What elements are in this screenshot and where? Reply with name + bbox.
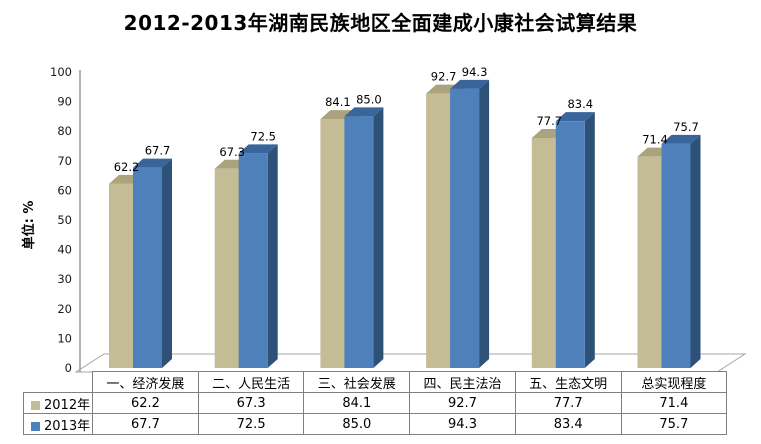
bar-side-2013年 — [267, 144, 278, 368]
y-tick-label: 100 — [50, 65, 72, 79]
legend-swatch — [31, 400, 40, 410]
y-tick-label: 90 — [57, 95, 72, 109]
bar-top-2013年 — [555, 112, 595, 122]
y-tick-label: 20 — [57, 302, 72, 316]
value-cell: 77.7 — [514, 392, 622, 414]
bar-2013年 — [133, 167, 162, 368]
bar-side-2013年 — [373, 107, 384, 369]
bar-value-label: 92.7 — [431, 70, 457, 84]
legend-label: 2013年 — [44, 418, 91, 434]
category-header-cell: 一、经济发展 — [92, 371, 199, 393]
value-cell: 92.7 — [409, 392, 516, 414]
value-cell: 84.1 — [303, 392, 411, 414]
legend-swatch — [31, 421, 40, 431]
y-tick-label: 30 — [57, 272, 72, 286]
bar-top-2013年 — [133, 158, 172, 168]
bar-2013年 — [661, 143, 691, 368]
bar-top-2013年 — [450, 79, 490, 89]
category-header-row: 一、经济发展 二、人民生活 三、社会发展 四、民主法治 五、生态文明 总实现程度 — [24, 371, 728, 393]
bar-value-label: 77.7 — [536, 114, 562, 128]
category-header-cell: 总实现程度 — [620, 371, 728, 393]
bar-value-label: 94.3 — [462, 65, 488, 79]
series-row-2012年: 2012年 62.2 67.3 84.1 92.7 77.7 71.4 — [22, 392, 728, 414]
legend-label: 2012年 — [44, 397, 91, 413]
category-header-cell: 三、社会发展 — [303, 371, 411, 393]
data-table: 一、经济发展 二、人民生活 三、社会发展 四、民主法治 五、生态文明 总实现程度 2012年… — [22, 371, 728, 435]
series-row-2013年: 2013年 67.7 72.5 85.0 94.3 83.4 75.7 — [22, 413, 728, 435]
bar-value-label: 67.7 — [145, 144, 171, 158]
bar-side-2013年 — [690, 134, 701, 368]
bar-value-label: 67.3 — [219, 145, 245, 159]
value-cell: 62.2 — [92, 392, 199, 414]
bar-side-2013年 — [162, 158, 172, 368]
bar-2013年 — [555, 121, 585, 368]
value-cell: 71.4 — [620, 392, 728, 414]
bar-2013年 — [344, 116, 374, 369]
legend-key-2013年: 2013年 — [22, 413, 94, 435]
y-tick-label: 60 — [57, 183, 72, 197]
value-cell: 85.0 — [303, 413, 411, 435]
y-tick-label: 40 — [57, 243, 72, 257]
bar-value-label: 62.2 — [114, 160, 140, 174]
value-cell: 67.7 — [92, 413, 199, 435]
bar-value-label: 72.5 — [250, 129, 276, 143]
chart-title: 2012-2013年湖南民族地区全面建成小康社会试算结果 — [123, 11, 638, 35]
category-header-cell: 二、人民生活 — [197, 371, 305, 393]
bar-2013年 — [238, 153, 268, 368]
bar-value-label: 75.7 — [673, 120, 699, 134]
legend-key-2012年: 2012年 — [22, 392, 94, 414]
y-tick-label: 70 — [57, 154, 72, 168]
y-tick-label: 80 — [57, 124, 72, 138]
value-cell: 94.3 — [409, 413, 516, 435]
bar-top-2013年 — [661, 134, 701, 144]
value-cell: 72.5 — [197, 413, 305, 435]
y-tick-label: 10 — [57, 331, 72, 345]
bar-top-2013年 — [238, 144, 278, 154]
bar-side-2013年 — [479, 79, 490, 368]
category-header-cell: 五、生态文明 — [514, 371, 622, 393]
bar-side-2013年 — [584, 112, 595, 368]
bar-value-label: 85.0 — [356, 92, 382, 106]
bar-2013年 — [450, 88, 480, 368]
value-cell: 83.4 — [514, 413, 622, 435]
bar-value-label: 84.1 — [325, 95, 351, 109]
table-corner-cell — [24, 372, 93, 393]
value-cell: 67.3 — [197, 392, 305, 414]
category-header-cell: 四、民主法治 — [409, 371, 516, 393]
bar-value-label: 83.4 — [567, 97, 593, 111]
value-cell: 75.7 — [620, 413, 728, 435]
bar-top-2013年 — [344, 107, 384, 117]
y-tick-label: 0 — [65, 361, 72, 375]
bar-value-label: 71.4 — [642, 133, 668, 147]
y-tick-label: 50 — [57, 213, 72, 227]
